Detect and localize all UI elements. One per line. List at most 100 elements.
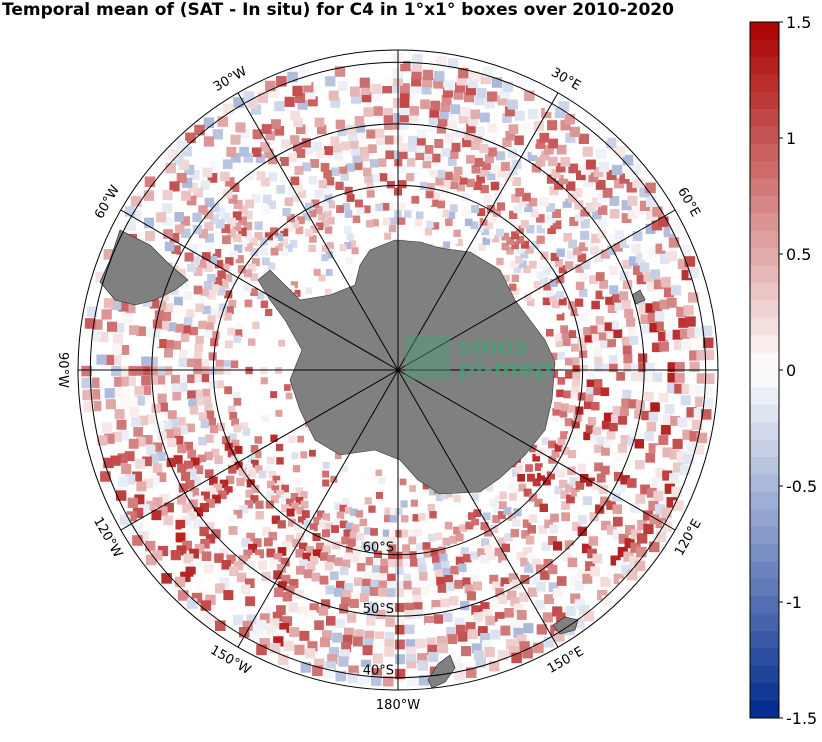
- anomaly-cell: [154, 310, 164, 320]
- colorbar-segment: [750, 230, 779, 249]
- anomaly-cell: [151, 328, 161, 339]
- anomaly-cell: [568, 404, 577, 413]
- anomaly-cell: [440, 560, 450, 570]
- anomaly-cell: [487, 147, 497, 157]
- anomaly-cell: [582, 496, 592, 506]
- anomaly-cell: [138, 531, 149, 542]
- anomaly-cell: [696, 349, 707, 361]
- anomaly-cell: [284, 384, 291, 391]
- anomaly-cell: [178, 159, 190, 170]
- anomaly-cell: [593, 386, 602, 396]
- anomaly-cell: [610, 555, 621, 566]
- anomaly-cell: [516, 235, 525, 244]
- anomaly-cell: [535, 564, 546, 574]
- anomaly-cell: [613, 178, 624, 189]
- anomaly-cell: [370, 579, 380, 589]
- anomaly-cell: [230, 134, 241, 145]
- anomaly-cell: [554, 258, 564, 268]
- anomaly-cell: [406, 661, 417, 672]
- anomaly-cell: [566, 528, 576, 538]
- anomaly-cell: [507, 148, 517, 158]
- anomaly-cell: [230, 354, 239, 362]
- colorbar-segment: [750, 161, 779, 180]
- anomaly-cell: [435, 494, 444, 502]
- anomaly-cell: [164, 303, 174, 313]
- anomaly-cell: [181, 471, 191, 481]
- anomaly-cell: [325, 288, 332, 296]
- anomaly-cell: [449, 180, 458, 190]
- anomaly-cell: [600, 387, 610, 397]
- anomaly-cell: [215, 219, 225, 229]
- anomaly-cell: [356, 206, 365, 215]
- anomaly-cell: [223, 273, 233, 283]
- anomaly-cell: [681, 339, 692, 350]
- anomaly-cell: [260, 142, 270, 152]
- anomaly-cell: [557, 469, 566, 478]
- anomaly-cell: [415, 543, 424, 552]
- anomaly-cell: [223, 366, 231, 375]
- anomaly-cell: [577, 568, 588, 579]
- anomaly-cell: [411, 76, 422, 87]
- anomaly-cell: [226, 554, 236, 564]
- anomaly-cell: [488, 660, 500, 672]
- anomaly-cell: [123, 313, 134, 324]
- anomaly-cell: [259, 638, 270, 649]
- anomaly-cell: [295, 496, 304, 505]
- anomaly-cell: [444, 133, 454, 143]
- anomaly-cell: [174, 224, 185, 235]
- anomaly-cell: [173, 455, 183, 465]
- anomaly-cell: [308, 176, 318, 185]
- anomaly-cell: [287, 152, 297, 162]
- anomaly-cell: [385, 617, 395, 627]
- anomaly-cell: [658, 216, 669, 227]
- anomaly-cell: [482, 161, 491, 170]
- anomaly-cell: [302, 212, 311, 221]
- anomaly-cell: [236, 572, 247, 583]
- anomaly-cell: [570, 487, 580, 497]
- anomaly-cell: [578, 514, 588, 525]
- anomaly-cell: [662, 240, 673, 251]
- anomaly-cell: [276, 605, 286, 615]
- anomaly-cell: [225, 306, 234, 315]
- anomaly-cell: [271, 161, 281, 171]
- anomaly-cell: [502, 275, 510, 283]
- anomaly-cell: [193, 285, 203, 295]
- anomaly-cell: [652, 372, 663, 383]
- anomaly-cell: [346, 193, 355, 202]
- anomaly-cell: [634, 560, 646, 572]
- anomaly-cell: [399, 142, 408, 152]
- anomaly-cell: [528, 197, 538, 207]
- anomaly-cell: [244, 269, 252, 278]
- anomaly-cell: [371, 219, 379, 227]
- anomaly-cell: [550, 252, 559, 262]
- anomaly-cell: [369, 587, 379, 596]
- anomaly-cell: [558, 174, 569, 185]
- anomaly-cell: [616, 371, 626, 381]
- anomaly-cell: [583, 327, 592, 336]
- anomaly-cell: [580, 230, 590, 240]
- anomaly-cell: [622, 154, 634, 166]
- anomaly-cell: [145, 414, 156, 424]
- anomaly-cell: [611, 164, 623, 176]
- anomaly-cell: [645, 223, 656, 234]
- anomaly-cell: [300, 491, 308, 499]
- anomaly-cell: [278, 339, 286, 347]
- anomaly-cell: [341, 465, 349, 473]
- anomaly-cell: [244, 299, 253, 308]
- anomaly-cell: [164, 502, 174, 513]
- anomaly-cell: [696, 384, 707, 396]
- anomaly-cell: [330, 97, 341, 108]
- anomaly-cell: [242, 473, 251, 482]
- anomaly-cell: [560, 490, 569, 499]
- meridian-line: [120, 209, 399, 371]
- anomaly-cell: [360, 85, 371, 96]
- anomaly-cell: [315, 542, 325, 551]
- anomaly-cell: [217, 287, 226, 296]
- anomaly-cell: [548, 440, 556, 449]
- anomaly-cell: [136, 326, 147, 336]
- anomaly-cell: [285, 534, 295, 544]
- anomaly-cell: [449, 596, 459, 606]
- anomaly-cell: [118, 476, 129, 488]
- anomaly-cell: [148, 375, 158, 385]
- anomaly-cell: [619, 238, 630, 249]
